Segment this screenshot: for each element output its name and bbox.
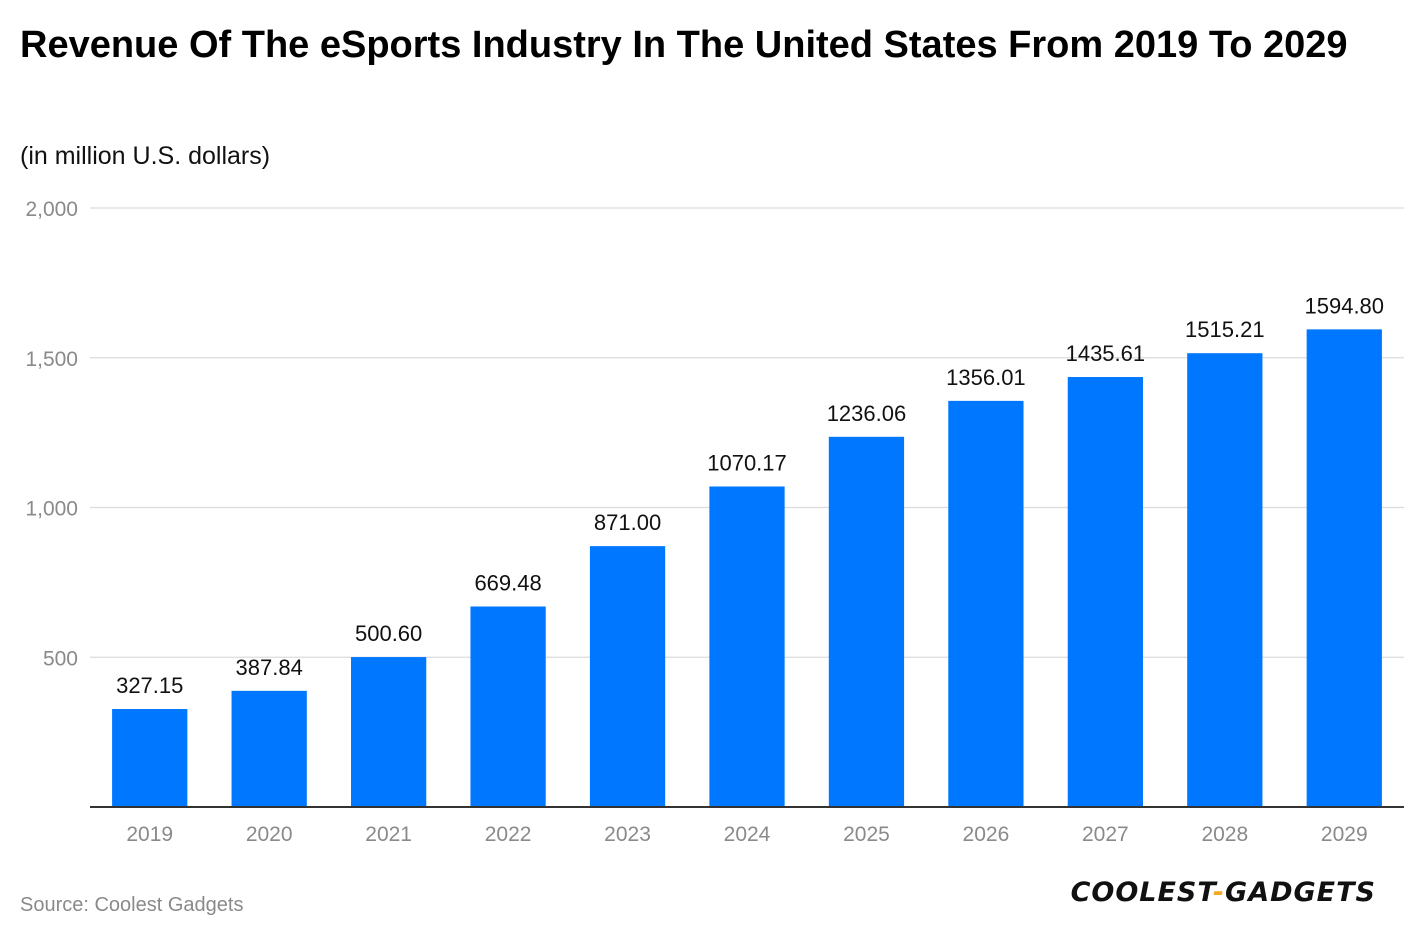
x-tick-label: 2027 — [1082, 823, 1129, 846]
bar-value-label: 1356.01 — [946, 365, 1026, 390]
x-tick-label: 2020 — [246, 823, 293, 846]
brand-dash: - — [1213, 877, 1225, 908]
x-tick-label: 2028 — [1201, 823, 1248, 846]
bar-value-label: 387.84 — [236, 655, 303, 680]
bar-2025 — [829, 437, 904, 807]
bar-2028 — [1187, 353, 1262, 807]
bar-2022 — [470, 606, 545, 807]
x-tick-label: 2022 — [485, 823, 532, 846]
source-note: Source: Coolest Gadgets — [20, 894, 243, 917]
bar-2021 — [351, 657, 426, 807]
bar-2029 — [1307, 329, 1382, 807]
x-tick-label: 2029 — [1321, 823, 1368, 846]
bar-value-label: 1070.17 — [707, 450, 787, 475]
y-tick-label: 1,500 — [25, 348, 78, 371]
y-axis-ticks: 500 1,000 1,500 2,000 — [25, 198, 78, 670]
bar-2024 — [709, 486, 784, 807]
x-tick-label: 2019 — [126, 823, 173, 846]
brand-part2: GADGETS — [1225, 877, 1376, 908]
y-tick-label: 500 — [43, 647, 78, 670]
bar-2020 — [232, 691, 307, 807]
x-tick-label: 2024 — [724, 823, 771, 846]
bar-value-label: 1515.21 — [1185, 317, 1265, 342]
bar-2026 — [948, 401, 1023, 807]
brand-logo: COOLEST-GADGETS — [1071, 877, 1376, 908]
bar-value-label: 1594.80 — [1305, 293, 1385, 318]
x-tick-label: 2025 — [843, 823, 890, 846]
bar-2027 — [1068, 377, 1143, 807]
bar-value-label: 1435.61 — [1066, 341, 1146, 366]
y-tick-label: 1,000 — [25, 498, 78, 521]
x-tick-label: 2021 — [365, 823, 412, 846]
bar-value-label: 500.60 — [355, 621, 422, 646]
bar-value-label: 669.48 — [474, 570, 541, 595]
x-tick-label: 2026 — [963, 823, 1010, 846]
bar-value-label: 871.00 — [594, 510, 661, 535]
bar-2023 — [590, 546, 665, 807]
bar-2019 — [112, 709, 187, 807]
x-axis-ticks: 2019 2020 2021 2022 2023 2024 2025 2026 2027 2028… — [126, 823, 1367, 846]
x-tick-label: 2023 — [604, 823, 651, 846]
bar-chart: 500 1,000 1,500 2,000 327.15 387.84 500.60 669… — [0, 0, 1424, 940]
bar-value-label: 327.15 — [116, 673, 183, 698]
bar-value-label: 1236.06 — [827, 401, 907, 426]
brand-part1: COOLEST — [1071, 877, 1213, 908]
bars — [112, 329, 1382, 807]
y-tick-label: 2,000 — [25, 198, 78, 221]
